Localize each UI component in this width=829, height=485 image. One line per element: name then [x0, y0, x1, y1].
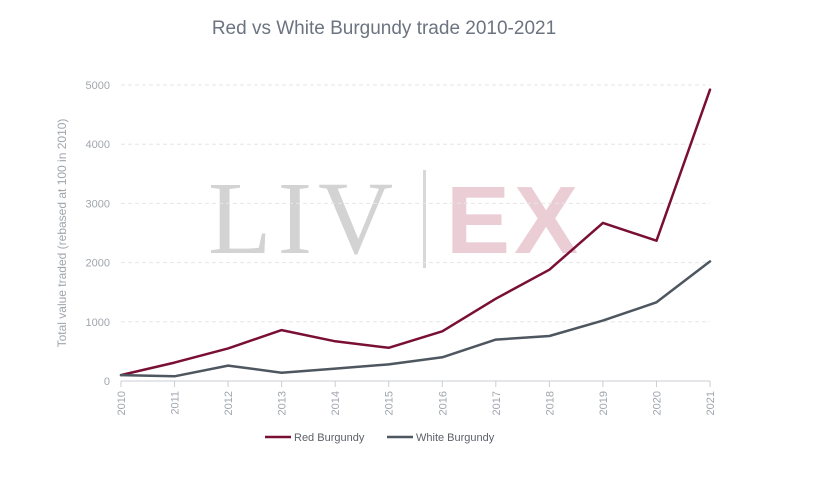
x-tick-label: 2016	[437, 391, 449, 415]
y-tick-label: 5000	[86, 80, 110, 92]
series-lines	[119, 88, 712, 378]
x-tick-label: 2011	[170, 391, 182, 415]
x-tick-label: 2012	[223, 391, 235, 415]
legend-item[interactable]: White Burgundy	[387, 432, 495, 444]
watermark-liv: LIV	[208, 161, 399, 276]
y-tick-label: 4000	[86, 139, 110, 151]
y-tick-label: 1000	[86, 317, 110, 329]
x-tick-label: 2015	[384, 391, 396, 415]
x-tick-label: 2019	[598, 391, 610, 415]
legend-label: White Burgundy	[416, 432, 495, 444]
grid-lines	[121, 84, 710, 382]
x-tick-label: 2013	[277, 391, 289, 415]
y-tick-label: 3000	[86, 198, 110, 210]
x-tick-label: 2014	[330, 391, 342, 415]
x-tick-label: 2020	[651, 391, 663, 415]
watermark-divider	[423, 170, 426, 268]
legend: Red Burgundy White Burgundy	[265, 432, 495, 444]
x-tick-label: 2021	[705, 391, 717, 415]
x-axis-ticks: 2010 2011 2012 2013 2014 2015 2016 2017 2018 2019…	[116, 381, 717, 415]
y-tick-label: 0	[104, 376, 110, 388]
chart-title: Red vs White Burgundy trade 2010-2021	[212, 18, 556, 39]
series-line-red-burgundy	[119, 88, 712, 377]
watermark-ex: EX	[446, 167, 582, 274]
y-axis-ticks: 0 1000 2000 3000 4000 5000	[86, 80, 110, 388]
series-line-white-burgundy	[119, 260, 712, 378]
x-tick-label: 2018	[544, 391, 556, 415]
y-axis-title: Total value traded (rebased at 100 in 20…	[55, 119, 69, 348]
y-tick-label: 2000	[86, 258, 110, 270]
x-tick-label: 2017	[491, 391, 503, 415]
legend-label: Red Burgundy	[294, 432, 365, 444]
liv-ex-watermark: LIV EX	[208, 161, 582, 276]
legend-item[interactable]: Red Burgundy	[265, 432, 365, 444]
x-tick-label: 2010	[116, 391, 128, 415]
